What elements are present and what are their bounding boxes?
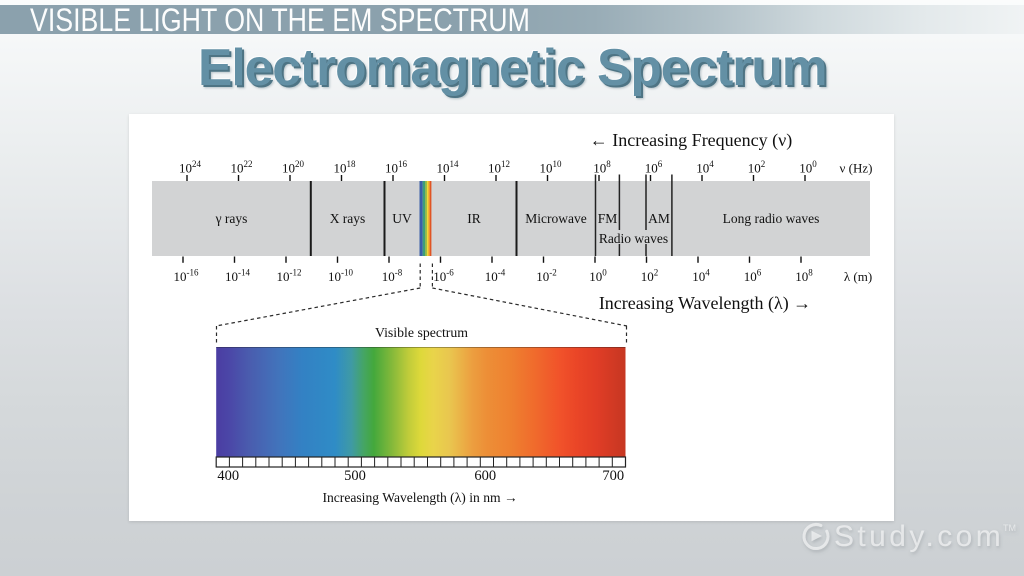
svg-text:1012: 1012	[488, 159, 510, 176]
svg-text:108: 108	[593, 159, 611, 176]
svg-text:100: 100	[589, 268, 607, 285]
svg-text:Increasing Wavelength (λ) →: Increasing Wavelength (λ) →	[599, 293, 811, 314]
svg-text:Long radio waves: Long radio waves	[723, 211, 820, 226]
svg-text:Radio waves: Radio waves	[599, 231, 668, 246]
svg-text:700: 700	[602, 468, 624, 484]
svg-text:10-12: 10-12	[277, 268, 302, 285]
svg-text:FM: FM	[598, 211, 618, 226]
svg-text:ν (Hz): ν (Hz)	[840, 161, 873, 176]
svg-text:500: 500	[344, 468, 366, 484]
svg-text:← Increasing Frequency (ν): ← Increasing Frequency (ν)	[590, 130, 793, 151]
svg-text:1018: 1018	[334, 159, 357, 176]
svg-text:1024: 1024	[179, 159, 202, 176]
svg-text:Microwave: Microwave	[525, 211, 586, 226]
svg-text:104: 104	[692, 268, 710, 285]
svg-text:100: 100	[799, 159, 817, 176]
svg-text:1014: 1014	[437, 159, 460, 176]
svg-text:10-10: 10-10	[328, 268, 353, 285]
svg-text:106: 106	[645, 159, 663, 176]
svg-text:108: 108	[795, 268, 813, 285]
svg-text:TM: TM	[1003, 523, 1016, 533]
svg-text:400: 400	[217, 468, 239, 484]
svg-text:600: 600	[474, 468, 496, 484]
svg-text:1010: 1010	[540, 159, 563, 176]
svg-text:λ (m): λ (m)	[844, 269, 872, 284]
svg-text:Visible spectrum: Visible spectrum	[375, 325, 468, 340]
svg-text:106: 106	[744, 268, 762, 285]
svg-text:1016: 1016	[385, 159, 408, 176]
svg-text:UV: UV	[392, 211, 412, 226]
svg-text:102: 102	[641, 268, 659, 285]
svg-text:1020: 1020	[282, 159, 305, 176]
svg-text:10-16: 10-16	[174, 268, 199, 285]
svg-text:Increasing Wavelength (λ) in n: Increasing Wavelength (λ) in nm →	[322, 490, 517, 506]
svg-text:10-2: 10-2	[536, 268, 557, 285]
svg-text:10-4: 10-4	[485, 268, 506, 285]
svg-text:IR: IR	[467, 211, 481, 226]
svg-text:AM: AM	[648, 211, 670, 226]
svg-text:Study.com: Study.com	[834, 522, 1004, 553]
svg-text:10-6: 10-6	[433, 268, 454, 285]
svg-text:104: 104	[696, 159, 714, 176]
svg-text:X rays: X rays	[330, 211, 366, 226]
svg-text:γ rays: γ rays	[215, 211, 248, 226]
svg-text:102: 102	[748, 159, 766, 176]
svg-text:10-14: 10-14	[225, 268, 250, 285]
svg-text:1022: 1022	[231, 159, 253, 176]
svg-text:10-8: 10-8	[382, 268, 403, 285]
